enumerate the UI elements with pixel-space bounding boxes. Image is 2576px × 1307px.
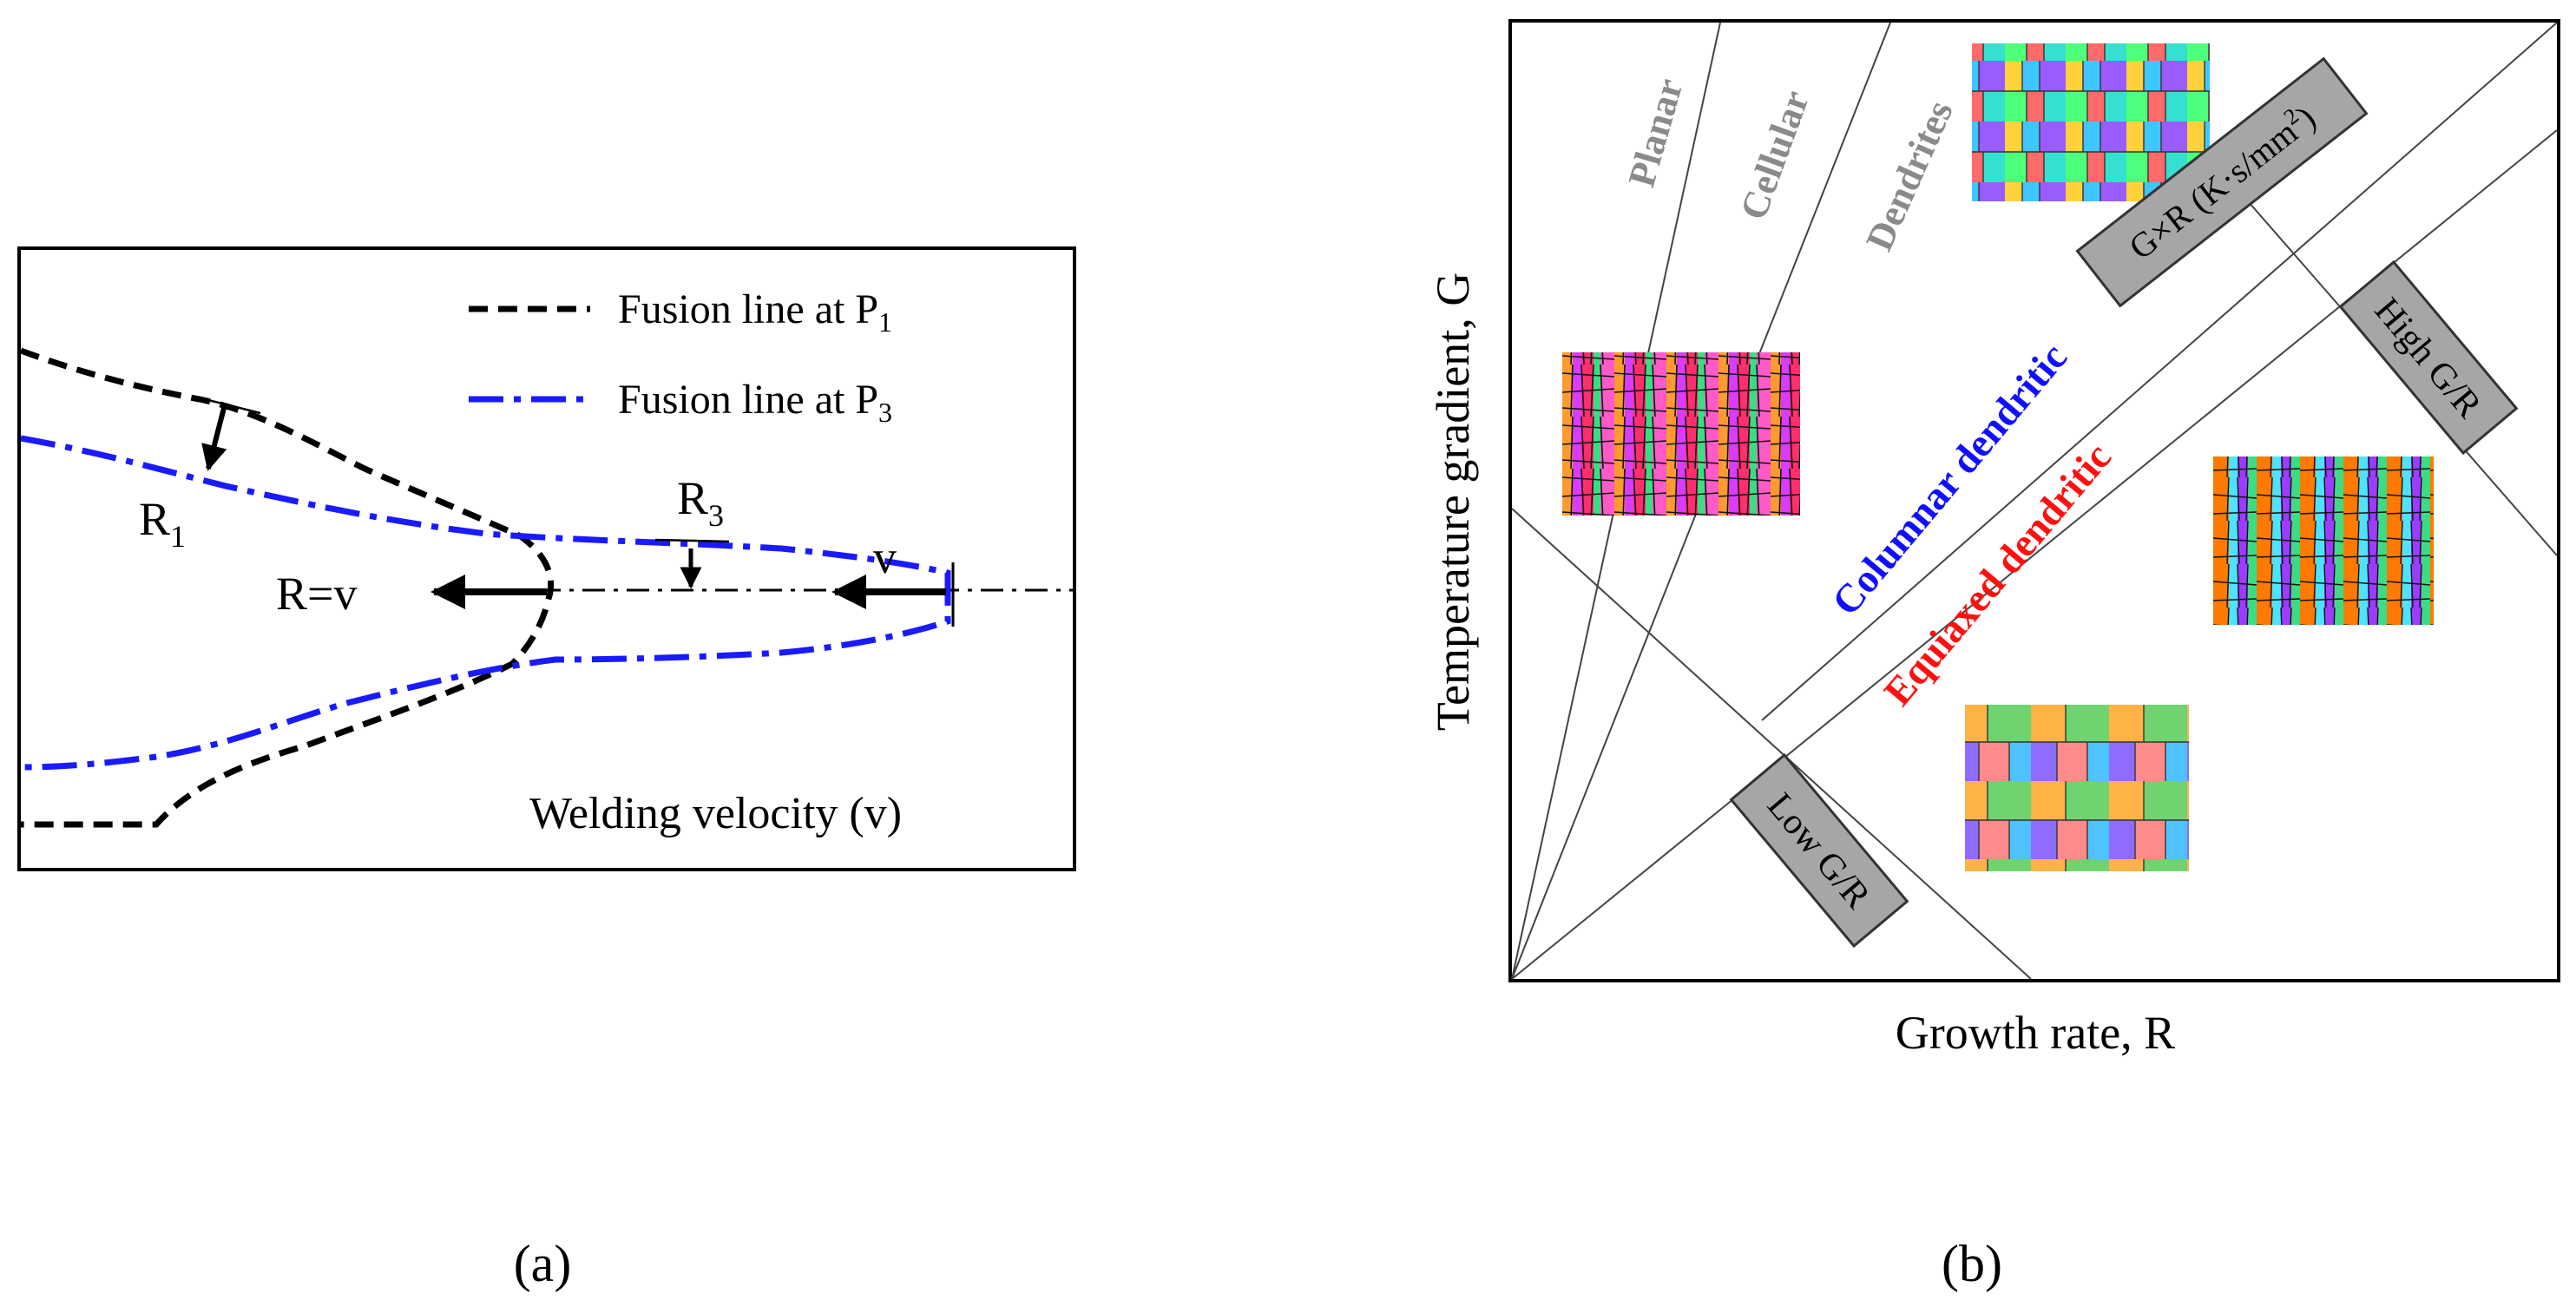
r3-tangent xyxy=(654,538,730,543)
label-v: v xyxy=(873,531,897,583)
line-low-gr xyxy=(1511,508,2032,980)
fusion-line-p3 xyxy=(20,435,951,771)
axis-xlabel: Growth rate, R xyxy=(1896,1007,2175,1059)
line-gxr-upper xyxy=(1761,22,2558,721)
panel-a: Fusion line at P1 Fusion line at P3 R1 R… xyxy=(17,246,1076,1292)
grain-map-top xyxy=(1972,43,2210,201)
caption-b: (b) xyxy=(1942,1235,2002,1292)
axis-ylabel: Temperature gradient, G xyxy=(1427,273,1479,731)
legend-p3-text: Fusion line at P3 xyxy=(618,377,892,428)
label-r1: R1 xyxy=(139,493,186,554)
region-planar: Planar xyxy=(1620,74,1692,192)
panel-b: Planar Cellular Dendrites Columnar dendr… xyxy=(1427,19,2560,1292)
grain-map-bottom xyxy=(1965,705,2189,871)
region-dendrites: Dendrites xyxy=(1857,95,1961,257)
panel-b-frame xyxy=(1508,19,2560,982)
caption-a: (a) xyxy=(514,1235,572,1292)
label-r-eq-v: R=v xyxy=(276,568,357,620)
region-cellular: Cellular xyxy=(1732,85,1817,225)
grain-map-right xyxy=(2213,456,2434,625)
label-r3: R3 xyxy=(677,472,724,533)
legend-p1-text: Fusion line at P1 xyxy=(618,286,892,338)
panel-a-frame xyxy=(17,246,1076,871)
r1-tangent xyxy=(204,397,261,415)
fusion-line-p1 xyxy=(19,347,555,828)
velocity-caption: Welding velocity (v) xyxy=(529,789,902,838)
r1-arrow xyxy=(201,407,227,471)
box-high-gr: High G/R xyxy=(2338,259,2519,456)
label-equiaxed: Equiaxed dendritic xyxy=(1876,435,2119,714)
box-low-gr: Low G/R xyxy=(1729,752,1909,949)
grain-map-left xyxy=(1562,352,1800,516)
